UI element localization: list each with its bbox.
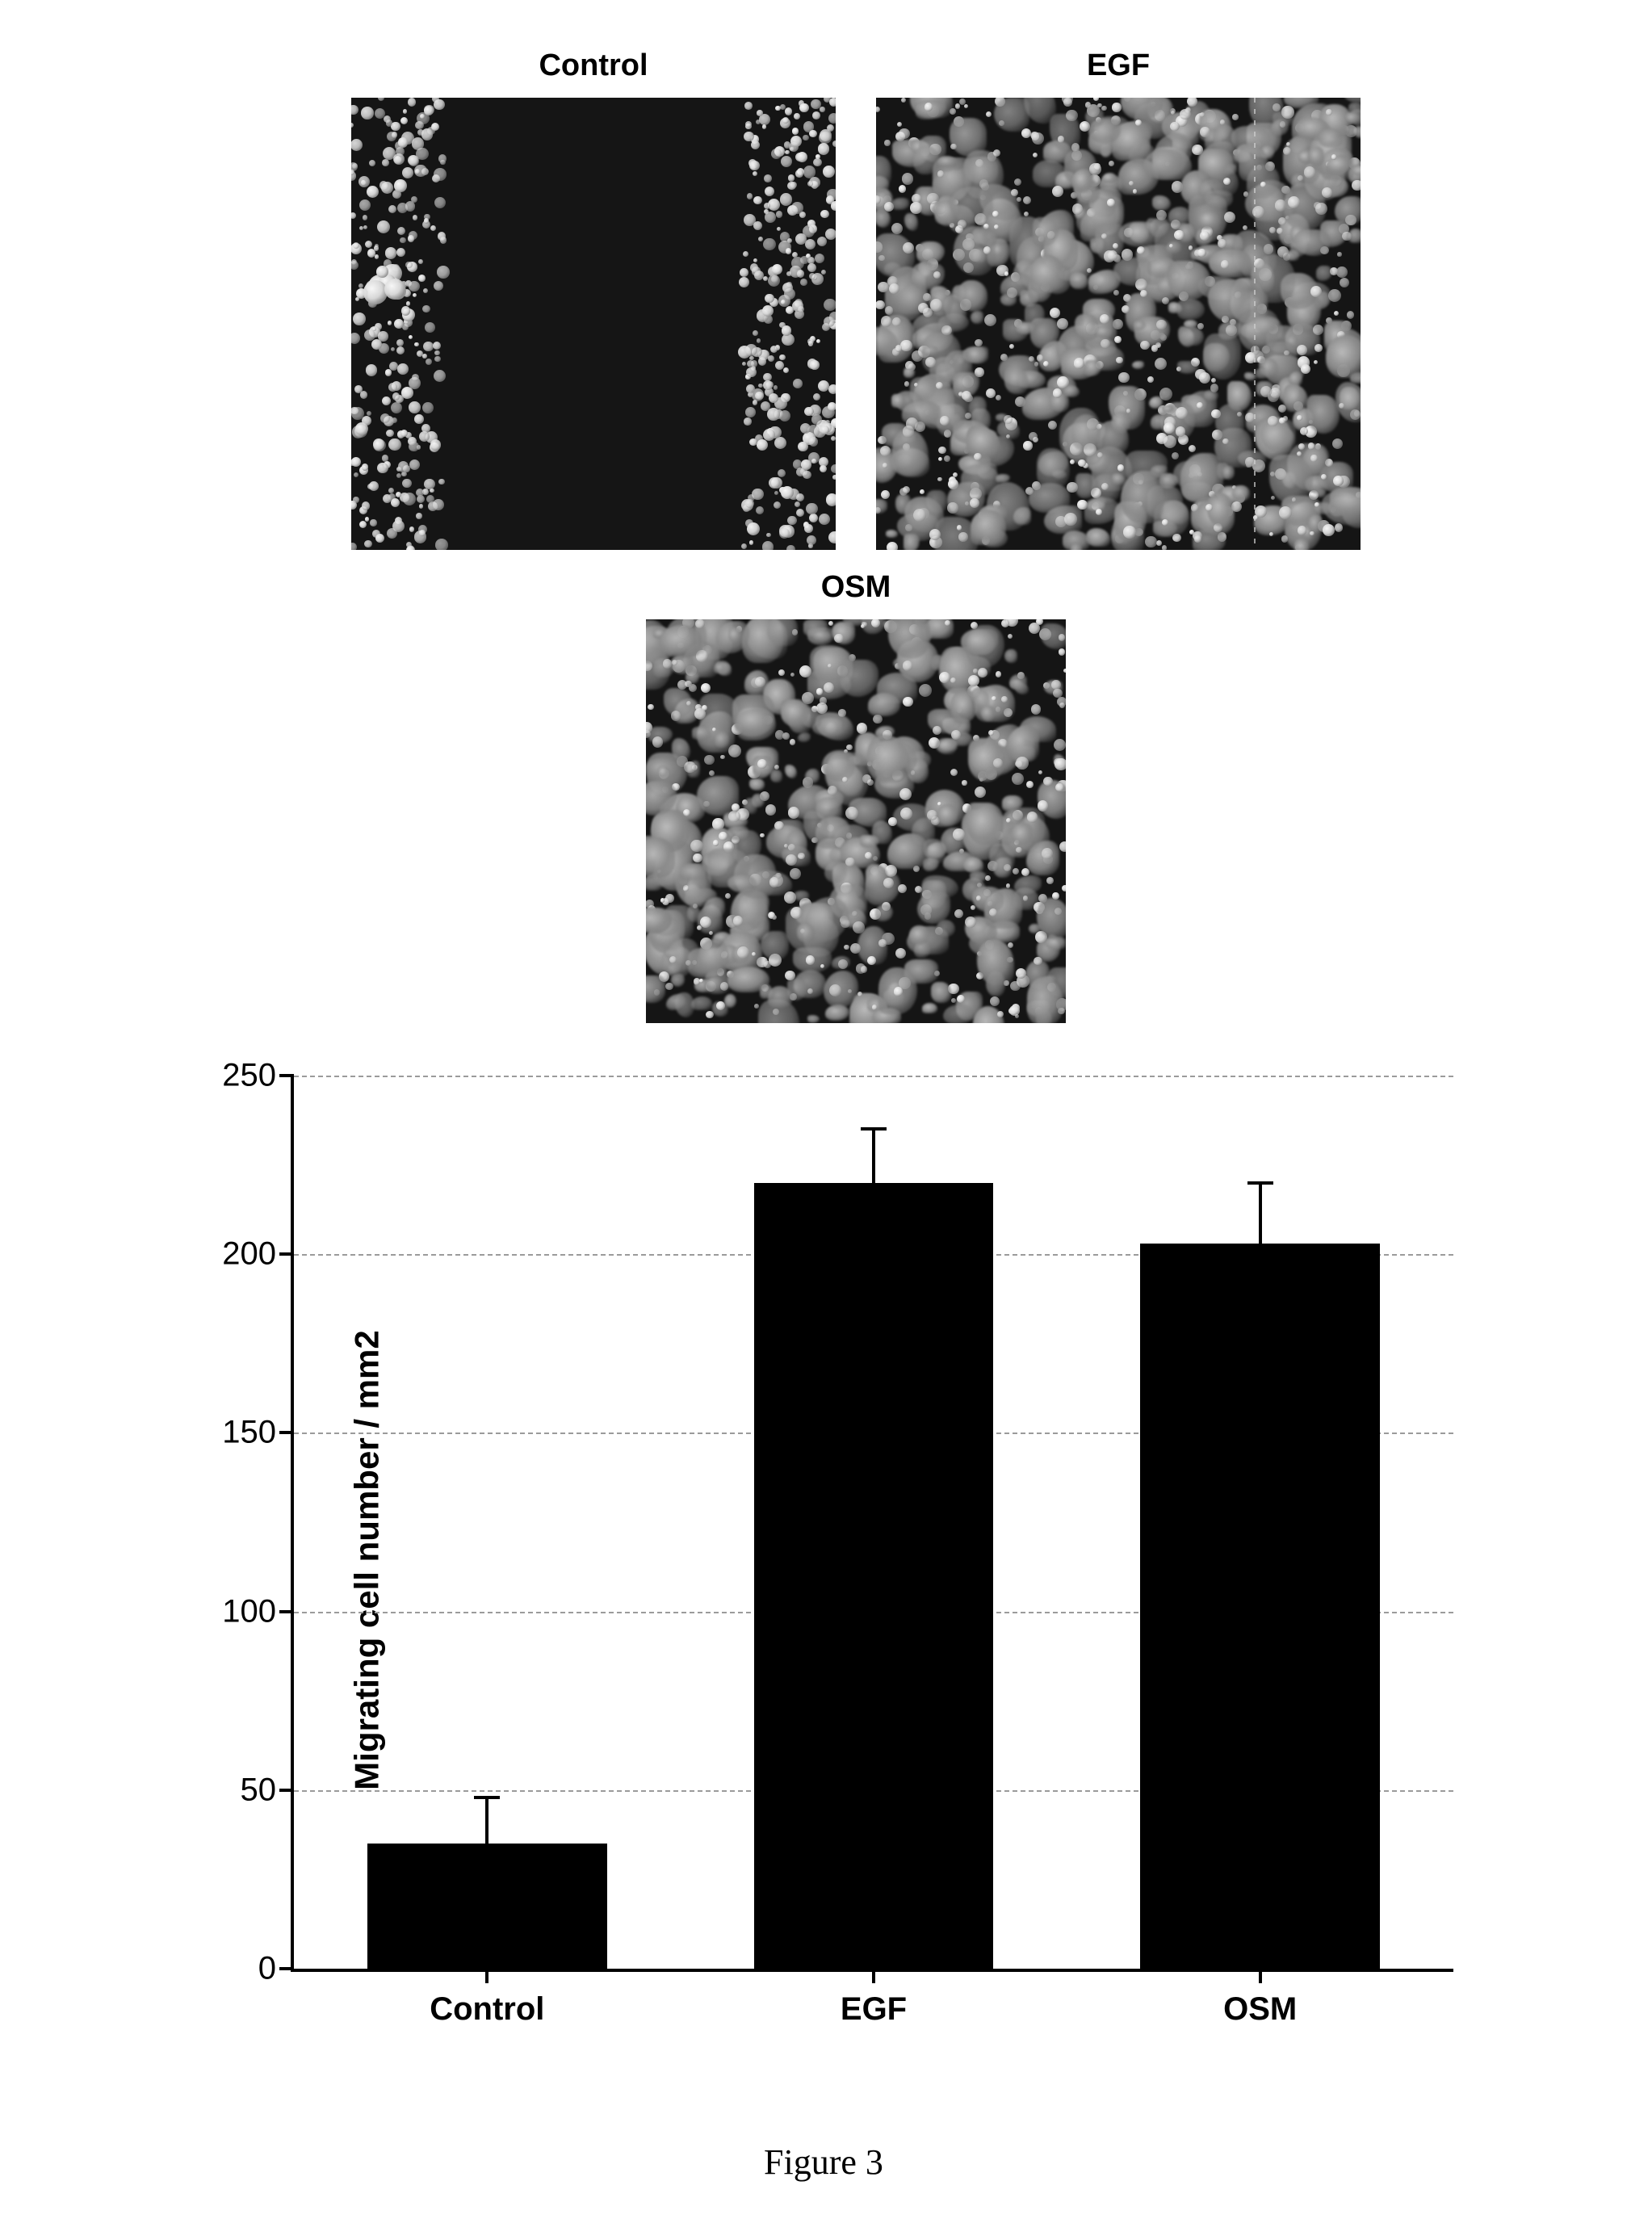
bar (1140, 1244, 1380, 1969)
y-tick-mark (279, 1431, 294, 1434)
x-tick-mark (485, 1969, 488, 1983)
microscopy-row-1: Control EGF (194, 48, 1518, 550)
panel-osm: OSM (646, 570, 1066, 1023)
x-tick-label: EGF (841, 1991, 907, 2028)
x-tick-mark (1259, 1969, 1262, 1983)
y-tick-label: 150 (222, 1415, 276, 1451)
error-bar (872, 1129, 875, 1182)
microscopy-row-2: OSM (194, 570, 1518, 1023)
panel-label-control: Control (539, 48, 648, 83)
bar (367, 1844, 607, 1969)
panel-control: Control (351, 48, 836, 550)
error-bar (485, 1797, 488, 1844)
micrograph-egf (876, 98, 1361, 550)
y-tick-label: 200 (222, 1236, 276, 1273)
panel-label-osm: OSM (821, 570, 891, 605)
y-tick-label: 0 (258, 1951, 276, 1987)
bar-chart: Migrating cell number / mm2 050100150200… (145, 1068, 1470, 2053)
x-tick-label: OSM (1223, 1991, 1297, 2028)
y-tick-mark (279, 1967, 294, 1970)
figure-caption: Figure 3 (129, 2141, 1518, 2183)
panel-label-egf: EGF (1087, 48, 1150, 83)
figure-container: Control EGF OSM Migrating cell number / … (129, 48, 1518, 2183)
x-tick-label: Control (430, 1991, 544, 2028)
y-tick-mark (279, 1789, 294, 1792)
y-tick-mark (279, 1610, 294, 1613)
micrograph-osm (646, 619, 1066, 1023)
y-tick-mark (279, 1074, 294, 1077)
y-tick-label: 50 (241, 1772, 277, 1808)
bar (754, 1183, 994, 1969)
y-tick-label: 250 (222, 1058, 276, 1094)
panel-egf: EGF (876, 48, 1361, 550)
gridline (294, 1076, 1453, 1077)
plot-area: 050100150200250ControlEGFOSM (291, 1076, 1453, 1972)
y-tick-mark (279, 1252, 294, 1256)
error-bar (1259, 1183, 1262, 1244)
micrograph-control (351, 98, 836, 550)
y-tick-label: 100 (222, 1593, 276, 1630)
x-tick-mark (872, 1969, 875, 1983)
